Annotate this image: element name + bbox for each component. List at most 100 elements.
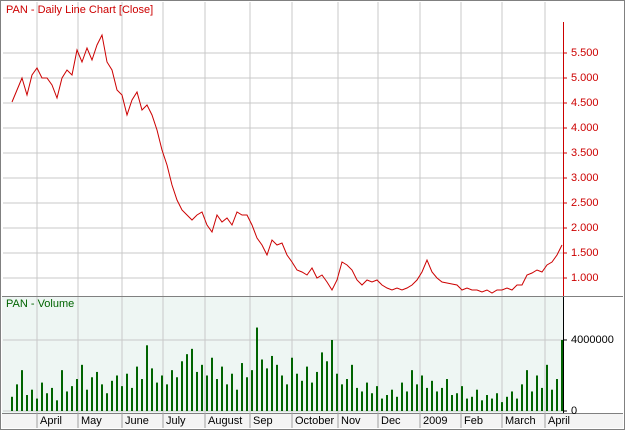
volume-bar — [291, 357, 293, 411]
volume-bar — [46, 393, 48, 411]
volume-bar — [301, 380, 303, 411]
volume-bar — [346, 379, 348, 411]
volume-bar — [121, 386, 123, 411]
x-tick-label: July — [166, 415, 186, 427]
volume-bar — [546, 364, 548, 411]
y-tick-label: 5.000 — [571, 72, 599, 84]
volume-bar — [431, 380, 433, 411]
volume-bar — [111, 380, 113, 411]
volume-bar — [296, 373, 298, 411]
volume-bar — [126, 373, 128, 411]
volume-bar — [236, 389, 238, 411]
volume-bar — [186, 354, 188, 411]
volume-bar — [321, 352, 323, 411]
volume-bar — [376, 386, 378, 411]
volume-bar — [326, 361, 328, 411]
volume-bar — [371, 393, 373, 411]
volume-bar — [411, 370, 413, 411]
volume-bar — [86, 389, 88, 411]
volume-bar — [471, 396, 473, 411]
y-tick-label: 1.500 — [571, 247, 599, 259]
volume-bar — [521, 384, 523, 411]
y-tick-label: 4.000 — [571, 122, 599, 134]
y-tick-label: 2.000 — [571, 222, 599, 234]
volume-bar — [341, 384, 343, 411]
x-tick-label: May — [81, 415, 102, 427]
volume-bar — [561, 339, 563, 411]
x-tick-label: August — [208, 415, 242, 427]
volume-bar — [256, 327, 258, 411]
volume-bar — [131, 387, 133, 411]
volume-bar — [526, 370, 528, 411]
volume-bar — [556, 379, 558, 411]
x-tick-label: April — [40, 415, 62, 427]
volume-bar — [386, 395, 388, 411]
volume-bar — [141, 379, 143, 411]
volume-bar — [451, 395, 453, 411]
volume-bar — [516, 398, 518, 411]
y-tick-label: 0 — [571, 405, 577, 417]
y-tick-label: 1.000 — [571, 272, 599, 284]
volume-bar — [56, 400, 58, 411]
volume-bar — [201, 364, 203, 411]
y-tick-label: 4000000 — [571, 334, 614, 346]
volume-bar — [66, 391, 68, 411]
volume-bar — [476, 389, 478, 411]
volume-bar — [306, 366, 308, 411]
x-tick-label: April — [548, 415, 570, 427]
x-tick-label: October — [295, 415, 334, 427]
volume-bar — [36, 398, 38, 411]
volume-bar — [271, 355, 273, 411]
volume-bar — [191, 348, 193, 411]
x-tick-label: Sep — [253, 415, 273, 427]
price-title: PAN - Daily Line Chart [Close] — [6, 4, 153, 16]
x-tick-label: March — [505, 415, 536, 427]
volume-bar — [356, 387, 358, 411]
volume-bar — [361, 391, 363, 411]
volume-bar — [231, 373, 233, 411]
volume-bar — [221, 366, 223, 411]
volume-bar — [401, 382, 403, 411]
volume-bar — [311, 382, 313, 411]
volume-bar — [421, 375, 423, 411]
price-panel — [2, 2, 563, 296]
x-axis-band — [2, 413, 623, 428]
volume-bar — [246, 377, 248, 411]
x-tick-label: June — [125, 415, 149, 427]
volume-bar — [381, 398, 383, 411]
volume-bar — [531, 391, 533, 411]
volume-bar — [146, 345, 148, 411]
x-tick-label: Dec — [381, 415, 401, 427]
volume-bar — [161, 375, 163, 411]
volume-bar — [481, 400, 483, 411]
volume-bar — [226, 384, 228, 411]
volume-bar — [116, 375, 118, 411]
volume-title: PAN - Volume — [6, 298, 74, 310]
volume-bar — [276, 364, 278, 411]
volume-bar — [26, 395, 28, 411]
volume-bar — [151, 368, 153, 411]
volume-bar — [406, 391, 408, 411]
price-line — [11, 33, 563, 294]
volume-bar — [466, 398, 468, 411]
x-tick-label: Nov — [341, 415, 361, 427]
volume-bar — [286, 384, 288, 411]
volume-bar — [486, 395, 488, 411]
volume-bar — [506, 396, 508, 411]
volume-bar — [511, 391, 513, 411]
volume-bar — [281, 375, 283, 411]
volume-bar — [536, 375, 538, 411]
volume-bar — [61, 370, 63, 411]
volume-bar — [16, 384, 18, 411]
volume-bar — [181, 361, 183, 411]
volume-bar — [391, 389, 393, 411]
volume-bar — [261, 359, 263, 411]
volume-bar — [96, 371, 98, 411]
volume-bar — [266, 368, 268, 411]
y-tick-label: 3.500 — [571, 147, 599, 159]
volume-bar — [71, 386, 73, 411]
y-tick-label: 5.500 — [571, 47, 599, 59]
volume-bar — [461, 386, 463, 411]
volume-bar — [331, 339, 333, 411]
